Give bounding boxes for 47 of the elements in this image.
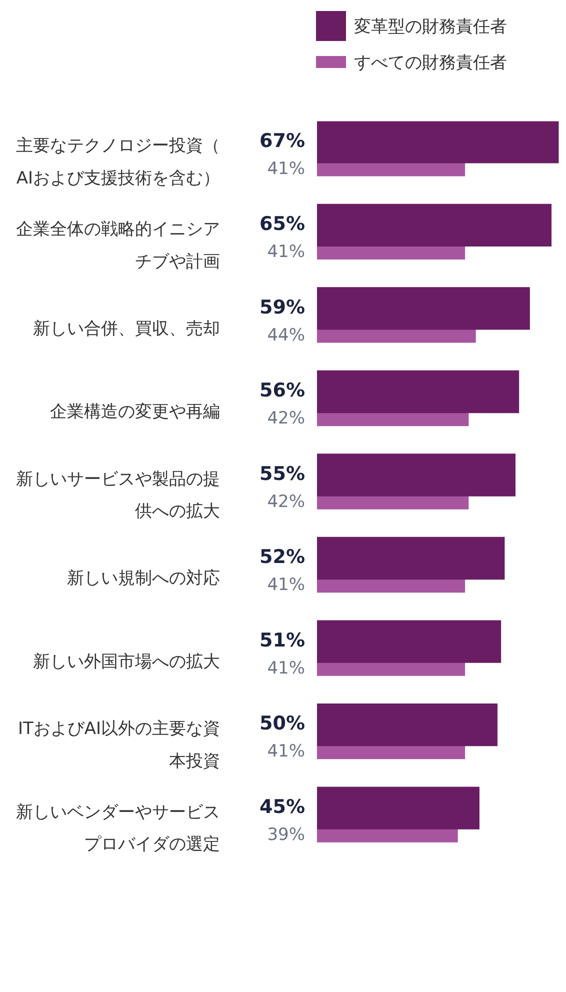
bar — [317, 246, 466, 260]
data-label: 41% — [267, 742, 305, 762]
bar — [317, 578, 466, 593]
bar — [317, 329, 476, 343]
y-tick-label: 企業全体の戦略的イニシアチブや計画 — [16, 219, 220, 272]
data-label: 42% — [267, 408, 305, 429]
bar — [317, 162, 466, 176]
y-tick-label: 新しい外国市場への拡大 — [33, 652, 220, 672]
bar — [317, 828, 458, 842]
data-label: 39% — [267, 824, 305, 845]
y-tick-label: 新しいベンダーやサービスプロバイダの選定 — [16, 802, 220, 855]
data-label: 52% — [260, 546, 305, 568]
y-tick-label: 企業構造の変更や再編 — [50, 402, 220, 422]
data-label: 45% — [260, 796, 305, 818]
bar — [317, 370, 520, 414]
y-tick-label: ITおよびAI以外の主要な資本投資 — [18, 719, 220, 772]
bar — [317, 620, 502, 663]
bar — [317, 412, 469, 426]
data-label: 67% — [260, 130, 305, 152]
bar — [317, 287, 530, 330]
legend-label: 変革型の財務責任者 — [354, 16, 507, 38]
bar — [317, 745, 466, 760]
data-label: 51% — [260, 629, 305, 652]
data-label: 41% — [267, 658, 305, 678]
data-label: 41% — [267, 158, 305, 179]
bar — [317, 536, 505, 580]
bar — [317, 121, 559, 164]
bar — [317, 662, 466, 676]
data-label: 41% — [267, 242, 305, 262]
data-label: 41% — [267, 575, 305, 596]
legend-label: すべての財務責任者 — [354, 52, 507, 74]
bar — [317, 786, 480, 830]
data-label: 55% — [260, 462, 305, 485]
data-label: 59% — [260, 296, 305, 318]
data-label: 56% — [260, 380, 305, 402]
y-tick-label: 主要なテクノロジー投資（AIおよび支援技術を含む） — [16, 136, 220, 189]
data-label: 42% — [267, 492, 305, 512]
y-tick-label: 新しい合併、買収、売却 — [33, 318, 220, 339]
bar — [317, 204, 552, 247]
y-tick-label: 新しいサービスや製品の提供への拡大 — [16, 469, 220, 522]
y-tick-label: 新しい規制への対応 — [67, 568, 220, 589]
data-label: 50% — [260, 712, 305, 735]
bar — [317, 703, 498, 746]
bar — [317, 454, 516, 496]
bar — [317, 496, 469, 510]
data-label: 65% — [260, 213, 305, 236]
data-label: 44% — [267, 325, 305, 346]
